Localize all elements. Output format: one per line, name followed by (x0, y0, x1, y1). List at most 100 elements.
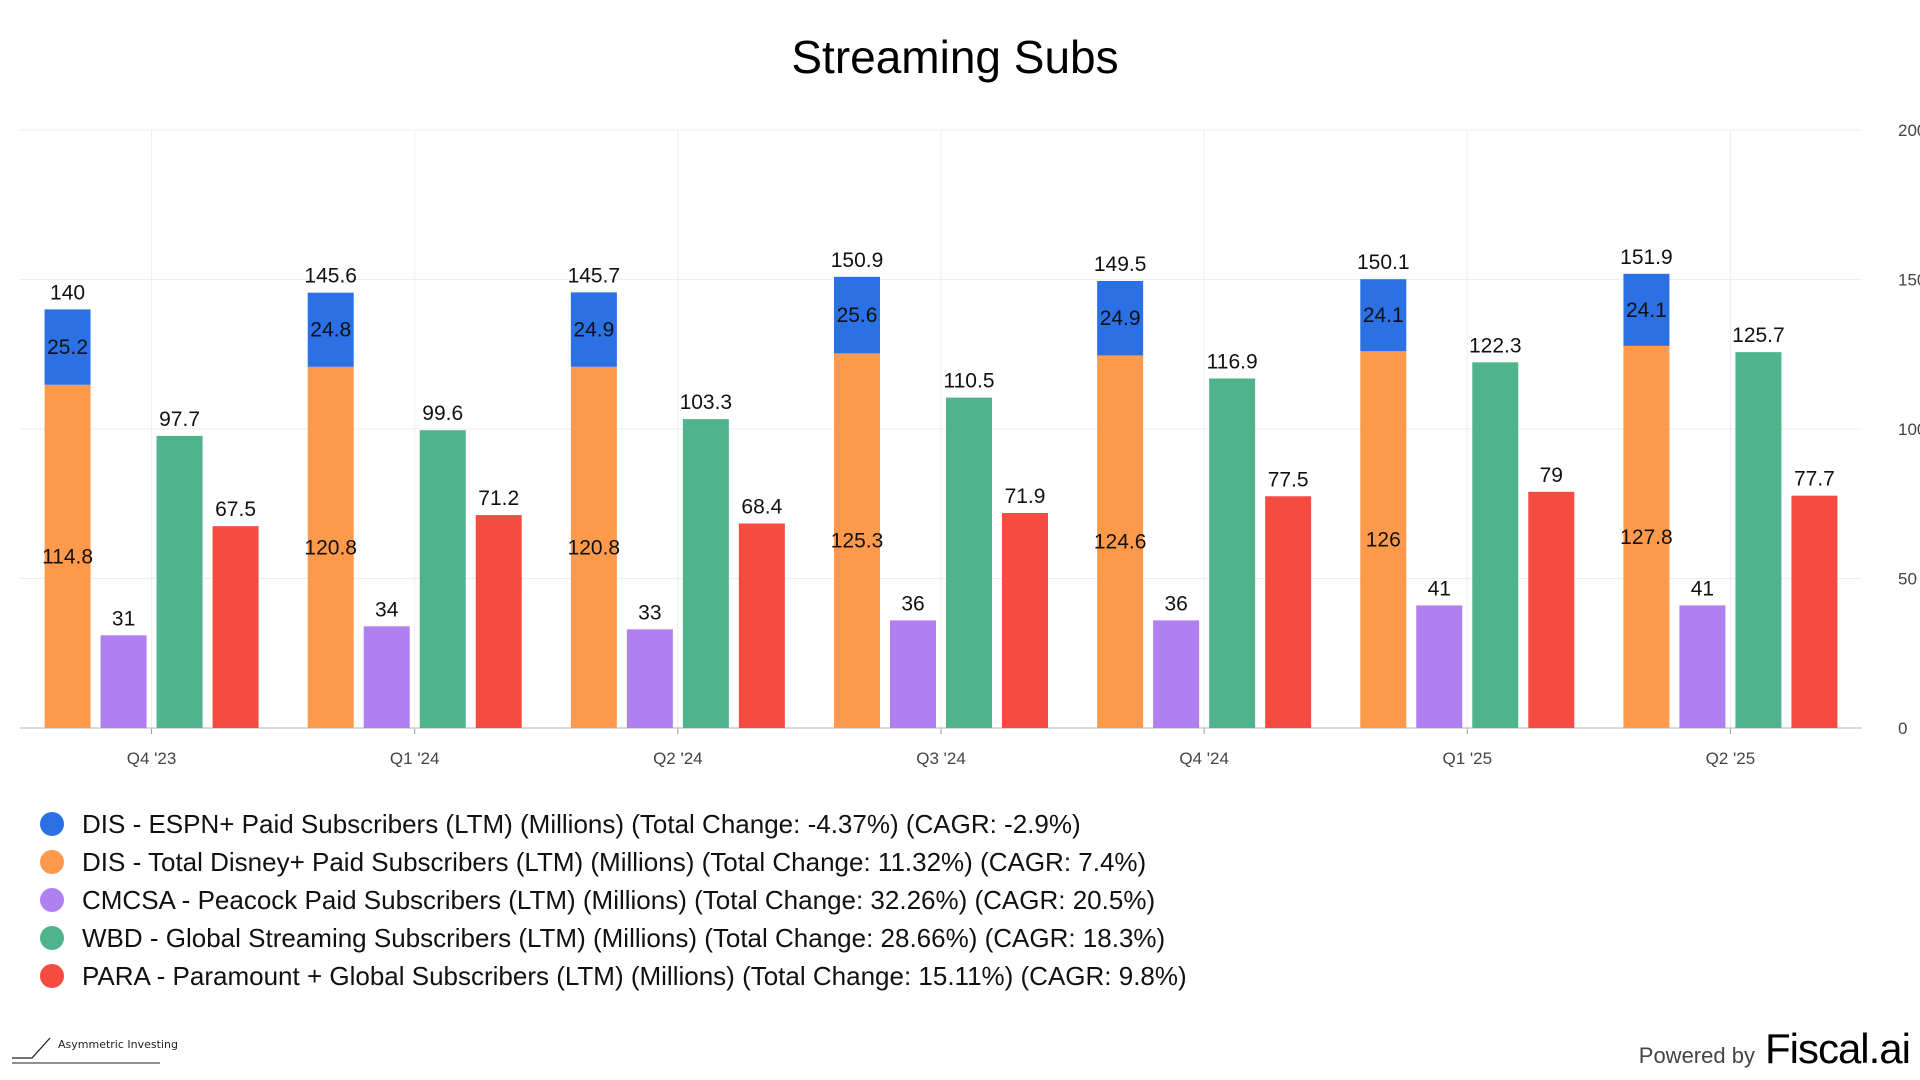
data-label-espn-plus: 24.1 (1363, 304, 1404, 327)
data-label-peacock: 31 (112, 607, 135, 630)
bar-disney-plus (1360, 351, 1407, 728)
x-tick-label: Q2 '24 (653, 749, 703, 768)
data-label-disney-plus: 127.8 (1620, 526, 1673, 549)
data-label-disney-total: 150.1 (1357, 251, 1410, 274)
data-label-paramount: 77.5 (1268, 468, 1309, 491)
legend-label-peacock: CMCSA - Peacock Paid Subscribers (LTM) (… (82, 884, 1156, 915)
bar-espn-plus (1623, 273, 1670, 346)
data-label-espn-plus: 24.8 (310, 319, 351, 342)
bar-paramount (738, 523, 785, 728)
data-label-paramount: 67.5 (215, 498, 256, 521)
data-label-wbd: 110.5 (944, 370, 995, 393)
bar-paramount (1791, 495, 1838, 728)
data-label-peacock: 36 (1164, 592, 1187, 615)
bar-paramount (212, 526, 259, 728)
data-label-disney-total: 140 (50, 281, 85, 304)
x-tick-label: Q1 '25 (1443, 749, 1493, 768)
data-label-disney-plus: 114.8 (42, 545, 93, 568)
bar-wbd (156, 435, 203, 728)
data-label-peacock: 36 (901, 592, 924, 615)
bar-disney-plus (570, 366, 617, 728)
data-label-paramount: 77.7 (1794, 468, 1835, 491)
bar-disney-plus (1623, 345, 1670, 728)
legend-label-paramount: PARA - Paramount + Global Subscribers (L… (82, 960, 1187, 991)
bar-wbd (1735, 352, 1782, 728)
asymmetric-investing-logo-icon (12, 1037, 160, 1064)
data-label-espn-plus: 25.2 (47, 336, 88, 359)
data-label-wbd: 99.6 (422, 402, 463, 425)
brand-name: Asymmetric Investing (58, 1038, 178, 1051)
data-label-disney-total: 150.9 (831, 249, 884, 272)
bar-disney-plus (44, 384, 91, 728)
data-label-peacock: 33 (638, 601, 661, 624)
bar-wbd (1209, 378, 1256, 728)
y-tick-label: 50 (1898, 570, 1917, 589)
bar-disney-plus (834, 353, 880, 728)
data-label-disney-total: 145.6 (304, 265, 357, 288)
x-tick-label: Q2 '25 (1706, 749, 1756, 768)
bar-peacock (1416, 605, 1463, 728)
data-label-peacock: 41 (1428, 577, 1451, 600)
data-label-peacock: 41 (1691, 577, 1714, 600)
data-label-espn-plus: 24.9 (1100, 307, 1141, 330)
legend-dot-disney-plus (40, 850, 64, 874)
data-label-paramount: 79 (1540, 464, 1563, 487)
bar-wbd (419, 430, 466, 728)
data-label-wbd: 116.9 (1207, 350, 1258, 373)
bar-wbd (946, 397, 992, 728)
bar-espn-plus (44, 309, 91, 385)
data-label-disney-plus: 124.6 (1094, 531, 1147, 554)
data-label-paramount: 71.2 (478, 487, 519, 510)
y-tick-label: 0 (1898, 719, 1907, 738)
data-label-peacock: 34 (375, 598, 399, 621)
y-tick-label: 150 (1898, 271, 1920, 290)
data-label-paramount: 68.4 (741, 495, 782, 518)
bar-wbd (682, 419, 729, 728)
data-label-disney-total: 145.7 (568, 264, 621, 287)
bar-espn-plus (570, 292, 617, 367)
legend-dot-paramount (40, 964, 64, 988)
data-label-wbd: 122.3 (1469, 334, 1522, 357)
legend-label-disney-plus: DIS - Total Disney+ Paid Subscribers (LT… (82, 846, 1147, 877)
bar-paramount (475, 515, 522, 728)
data-label-disney-total: 151.9 (1620, 246, 1673, 269)
powered-by-label: Powered by (1638, 1043, 1755, 1068)
data-label-espn-plus: 24.1 (1626, 299, 1667, 322)
data-label-wbd: 103.3 (680, 391, 733, 414)
bar-wbd (1472, 362, 1519, 728)
legend-label-wbd: WBD - Global Streaming Subscribers (LTM)… (82, 922, 1166, 953)
bar-peacock (1679, 605, 1726, 728)
legend-item-paramount[interactable]: PARA - Paramount + Global Subscribers (L… (40, 957, 1187, 995)
bar-peacock (1153, 620, 1200, 728)
data-label-disney-plus: 125.3 (831, 530, 884, 553)
x-tick-label: Q4 '24 (1179, 749, 1229, 768)
data-label-disney-plus: 120.8 (568, 536, 621, 559)
bar-espn-plus (307, 292, 354, 367)
legend-dot-peacock (40, 888, 64, 912)
data-label-espn-plus: 25.6 (837, 304, 878, 327)
bar-peacock (100, 635, 147, 728)
x-tick-label: Q4 '23 (127, 749, 177, 768)
legend-dot-wbd (40, 926, 64, 950)
chart-plot: 0 50 100 150 200 Q4 '23 Q1 '24 Q2 '24 Q3 '24 Q4 '… (20, 121, 1920, 768)
bar-paramount (1528, 491, 1575, 728)
legend-item-peacock[interactable]: CMCSA - Peacock Paid Subscribers (LTM) (… (40, 881, 1187, 919)
legend-item-wbd[interactable]: WBD - Global Streaming Subscribers (LTM)… (40, 919, 1187, 957)
data-label-disney-total: 149.5 (1094, 253, 1147, 276)
bar-disney-plus (307, 366, 354, 728)
data-label-disney-plus: 120.8 (304, 536, 357, 559)
legend-dot-espn (40, 812, 64, 836)
bar-espn-plus (1360, 279, 1407, 352)
bar-paramount (1002, 513, 1048, 728)
bar-peacock (626, 629, 673, 728)
bar-espn-plus (834, 276, 880, 354)
bar-peacock (890, 620, 936, 728)
bar-disney-plus (1097, 355, 1144, 728)
legend-label-espn: DIS - ESPN+ Paid Subscribers (LTM) (Mill… (82, 808, 1081, 839)
data-label-wbd: 97.7 (159, 408, 200, 431)
legend-item-disney-plus[interactable]: DIS - Total Disney+ Paid Subscribers (LT… (40, 843, 1187, 881)
data-label-paramount: 71.9 (1005, 485, 1046, 508)
bar-peacock (363, 626, 410, 728)
powered-by: Powered by Fiscal.ai (1638, 1025, 1911, 1073)
legend-item-espn[interactable]: DIS - ESPN+ Paid Subscribers (LTM) (Mill… (40, 805, 1187, 843)
